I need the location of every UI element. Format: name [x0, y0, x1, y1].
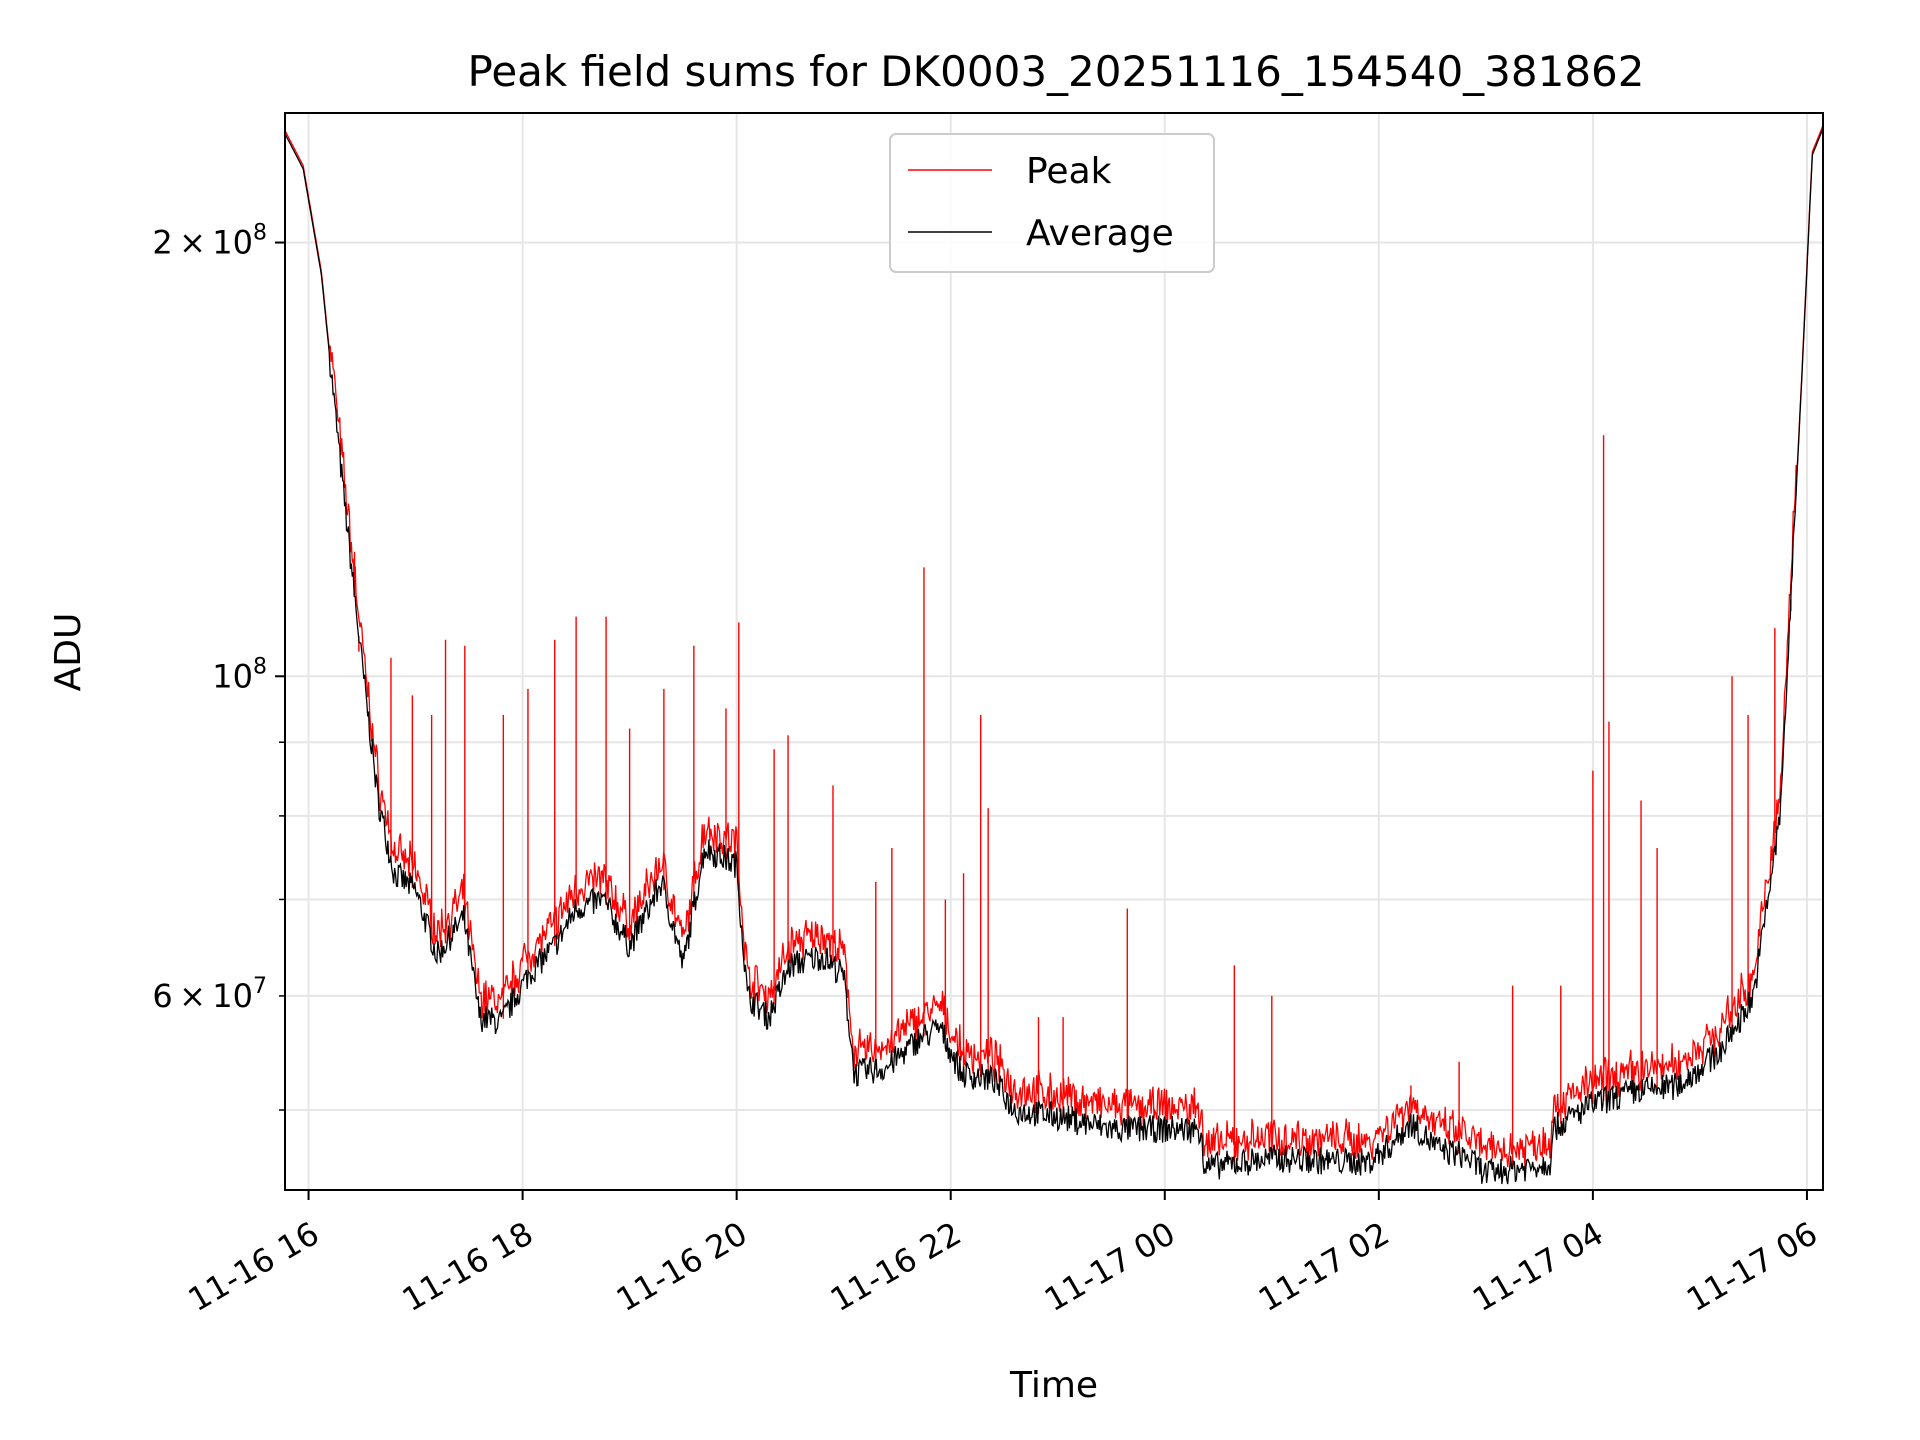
y-tick-label: 2 × 108 [152, 221, 267, 262]
y-tick-coefficient: 6 [152, 977, 172, 1015]
y-tick-exponent: 7 [253, 974, 267, 999]
series-layer [285, 125, 1823, 1185]
y-tick-exponent: 8 [253, 654, 267, 679]
y-tick-times-sign: × [173, 224, 213, 262]
average-series [285, 128, 1823, 1185]
average-series-line [285, 128, 1823, 1185]
y-tick-label: 108 [212, 654, 267, 695]
legend-peak-label: Peak [1026, 151, 1112, 192]
y-axis-label: ADU [48, 613, 89, 692]
chart-title: Peak field sums for DK0003_20251116_1545… [467, 47, 1644, 96]
y-tick-base: 10 [212, 657, 253, 695]
peak-series-line [285, 125, 1823, 1170]
y-tick-times-sign: × [173, 977, 213, 1015]
x-axis-label: Time [1009, 1365, 1098, 1406]
y-tick-exponent: 8 [253, 221, 267, 246]
y-tick-label: 6 × 107 [152, 974, 267, 1015]
plot-frame [284, 112, 1824, 1191]
legend-average-label: Average [1026, 213, 1174, 254]
peak-series [285, 125, 1823, 1170]
legend: Peak Average [889, 133, 1215, 273]
y-tick-base: 10 [212, 224, 253, 262]
y-tick-base: 10 [212, 977, 253, 1015]
y-tick-coefficient: 2 [152, 224, 172, 262]
legend-box [889, 133, 1215, 273]
